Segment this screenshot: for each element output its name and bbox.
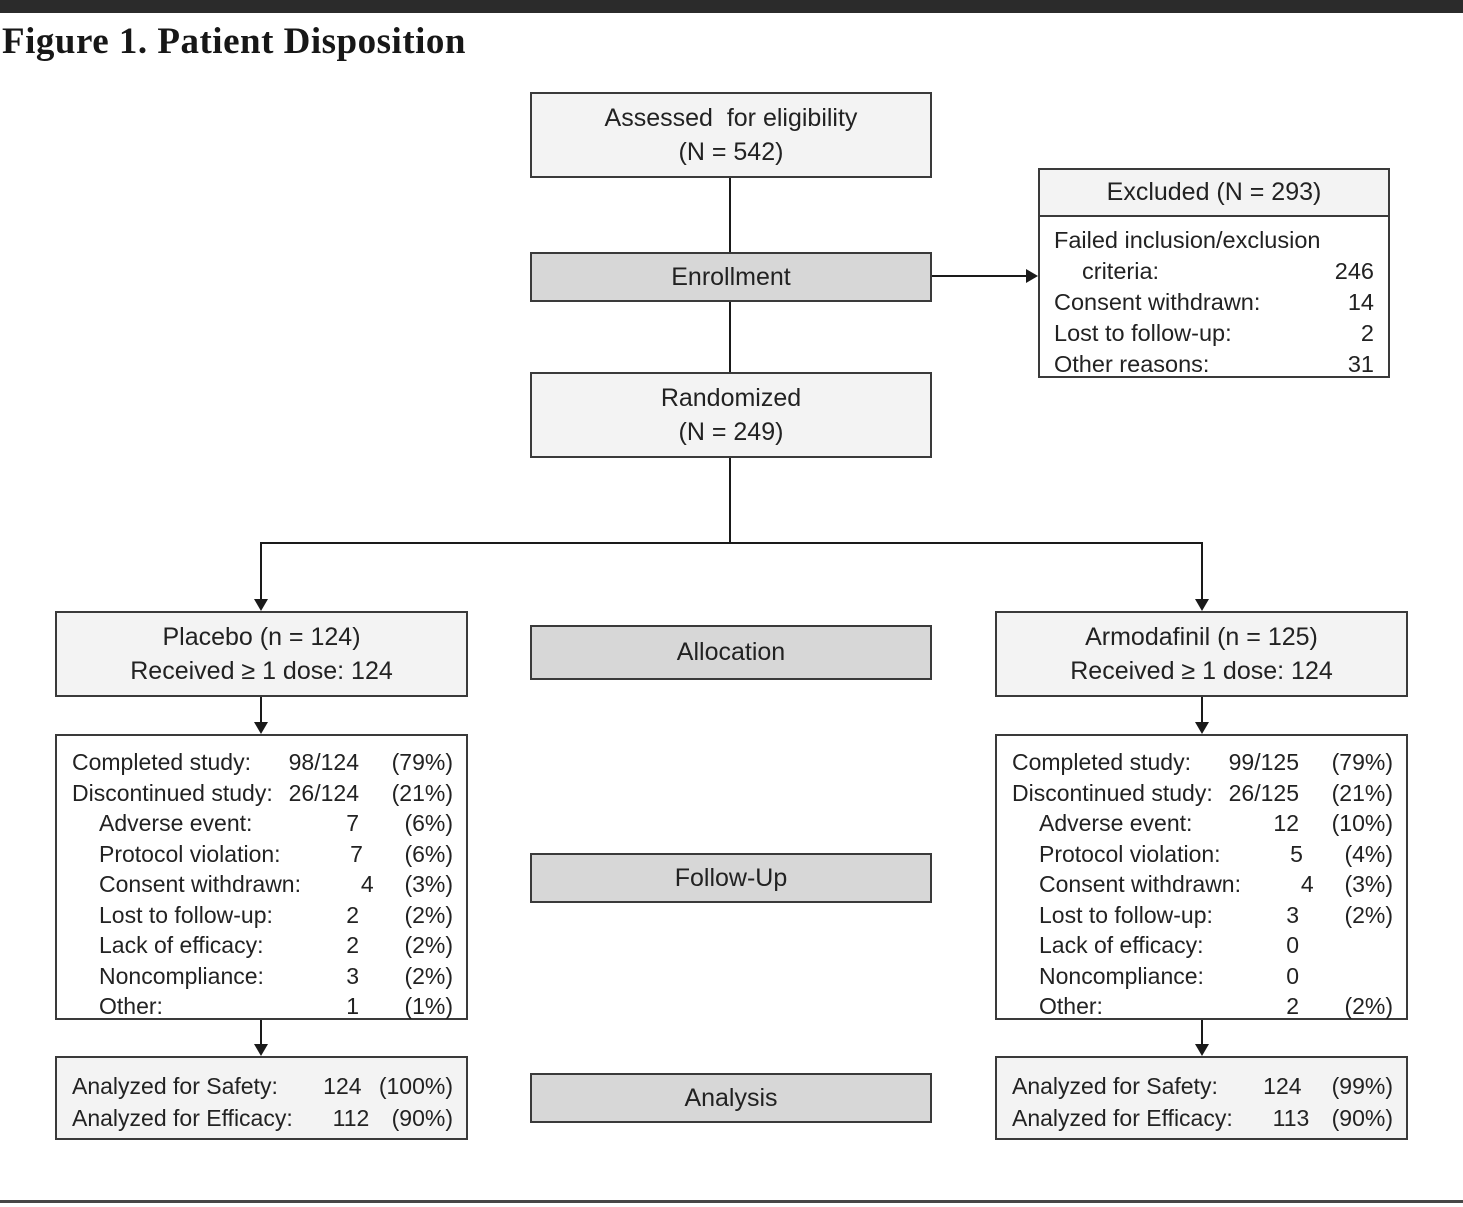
placebo-analysis-box: Analyzed for Safety: 124 (100%) Analyzed f… — [55, 1056, 468, 1140]
followup-row: Adverse event: 12 (10%) — [1039, 810, 1393, 836]
excluded-row: Lost to follow-up: 2 — [1054, 318, 1374, 349]
arrowhead-down — [1195, 722, 1209, 734]
analysis-row: Analyzed for Efficacy: 113 (90%) — [1012, 1105, 1393, 1131]
connector-line — [729, 302, 731, 372]
arrowhead-down — [1195, 599, 1209, 611]
connector-line — [260, 1020, 262, 1045]
followup-row: Noncompliance: 3 (2%) — [99, 962, 453, 989]
connector-line — [1201, 542, 1203, 600]
excluded-row: Consent withdrawn: 14 — [1054, 287, 1374, 318]
followup-row: Completed study: 98/124 (79%) — [72, 749, 453, 775]
bottom-rule — [0, 1200, 1463, 1203]
followup-row: Discontinued study: 26/124 (21%) — [72, 779, 453, 806]
armodafinil-arm-line1: Armodafinil (n = 125) — [1085, 623, 1318, 651]
excluded-row-value: 2 — [1360, 320, 1374, 346]
followup-row: Noncompliance: 0 — [1039, 962, 1299, 989]
placebo-arm-line2: Received ≥ 1 dose: 124 — [130, 657, 393, 685]
placebo-arm-line1: Placebo (n = 124) — [162, 623, 361, 651]
arrowhead-down — [254, 599, 268, 611]
excluded-row-label: Failed inclusion/exclusion — [1054, 227, 1321, 253]
arrowhead-right — [1026, 269, 1038, 283]
excluded-header: Excluded (N = 293) — [1040, 170, 1388, 217]
followup-label: Follow-Up — [674, 863, 788, 892]
connector-line — [1201, 1020, 1203, 1045]
connector-line — [729, 458, 731, 543]
followup-row: Lost to follow-up: 3 (2%) — [1039, 901, 1393, 928]
followup-row: Consent withdrawn: 4 (3%) — [99, 871, 453, 897]
followup-row: Other: 1 (1%) — [99, 993, 453, 1019]
analysis-row: Analyzed for Safety: 124 (99%) — [1012, 1073, 1393, 1099]
followup-row: Lack of efficacy: 2 (2%) — [99, 932, 453, 958]
randomized-line2: (N = 249) — [678, 418, 784, 446]
armodafinil-allocation-box: Armodafinil (n = 125) Received ≥ 1 dose:… — [995, 611, 1408, 697]
assessed-box: Assessed for eligibility (N = 542) — [530, 92, 932, 178]
allocation-label: Allocation — [676, 638, 786, 666]
followup-row: Other: 2 (2%) — [1039, 993, 1393, 1019]
connector-line — [1201, 697, 1203, 723]
excluded-row: Other reasons: 31 — [1054, 349, 1374, 380]
randomized-line1: Randomized — [660, 384, 802, 412]
connector-line — [932, 275, 1028, 277]
followup-row: Protocol violation: 7 (6%) — [99, 840, 453, 867]
connector-line — [260, 697, 262, 723]
arrowhead-down — [1195, 1044, 1209, 1056]
armodafinil-followup-box: Completed study: 99/125 (79%) Discontinued… — [995, 734, 1408, 1020]
analysis-label: Analysis — [684, 1083, 778, 1112]
followup-row: Lost to follow-up: 2 (2%) — [99, 901, 453, 928]
assessed-line2: (N = 542) — [678, 138, 784, 166]
analysis-stage-box: Analysis — [530, 1073, 932, 1123]
randomized-box: Randomized (N = 249) — [530, 372, 932, 458]
analysis-row: Analyzed for Safety: 124 (100%) — [72, 1073, 453, 1099]
excluded-row-value: 14 — [1347, 289, 1374, 315]
arrowhead-down — [254, 1044, 268, 1056]
followup-row: Adverse event: 7 (6%) — [99, 810, 453, 836]
arrowhead-down — [254, 722, 268, 734]
enrollment-stage-box: Enrollment — [530, 252, 932, 302]
analysis-row: Analyzed for Efficacy: 112 (90%) — [72, 1105, 453, 1131]
connector-line — [260, 542, 1203, 544]
connector-line — [729, 178, 731, 252]
excluded-body: Failed inclusion/exclusion criteria: 246… — [1040, 217, 1388, 380]
excluded-box: Excluded (N = 293) Failed inclusion/excl… — [1038, 168, 1390, 378]
excluded-row-value: 246 — [1334, 258, 1374, 284]
armodafinil-arm-line2: Received ≥ 1 dose: 124 — [1070, 657, 1333, 685]
followup-stage-box: Follow-Up — [530, 853, 932, 903]
followup-row: Protocol violation: 5 (4%) — [1039, 840, 1393, 867]
excluded-row-value: 31 — [1347, 351, 1374, 377]
followup-row: Lack of efficacy: 0 — [1039, 932, 1299, 958]
assessed-line1: Assessed for eligibility — [604, 104, 858, 132]
enrollment-label: Enrollment — [671, 262, 791, 291]
allocation-stage-box: Allocation — [530, 625, 932, 680]
placebo-allocation-box: Placebo (n = 124) Received ≥ 1 dose: 124 — [55, 611, 468, 697]
top-rule-bar — [0, 0, 1463, 13]
armodafinil-analysis-box: Analyzed for Safety: 124 (99%) Analyzed fo… — [995, 1056, 1408, 1140]
followup-row: Consent withdrawn: 4 (3%) — [1039, 871, 1393, 897]
figure-title: Figure 1. Patient Disposition — [2, 21, 466, 62]
excluded-row: criteria: 246 — [1054, 256, 1374, 287]
followup-row: Completed study: 99/125 (79%) — [1012, 749, 1393, 775]
followup-row: Discontinued study: 26/125 (21%) — [1012, 779, 1393, 806]
connector-line — [260, 542, 262, 600]
placebo-followup-box: Completed study: 98/124 (79%) Discontinued… — [55, 734, 468, 1020]
